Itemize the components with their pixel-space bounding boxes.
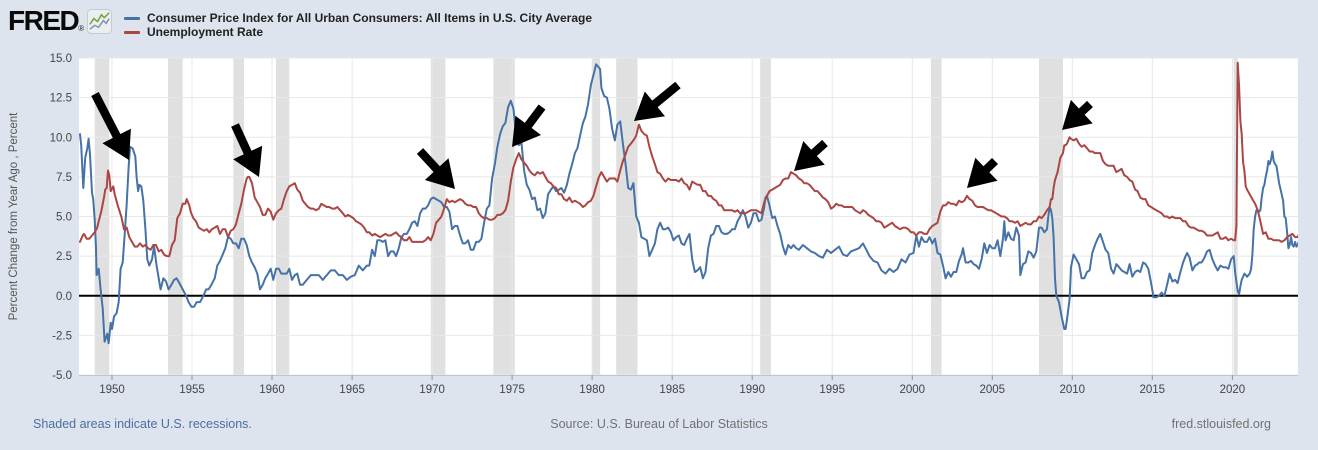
svg-text:15.0: 15.0 (50, 53, 72, 65)
arrow-head (634, 91, 665, 121)
svg-text:10.0: 10.0 (50, 132, 72, 144)
svg-text:1960: 1960 (259, 384, 285, 396)
legend-item-cpi: Consumer Price Index for All Urban Consu… (124, 11, 592, 25)
arrow-head (512, 115, 541, 147)
svg-text:12.5: 12.5 (50, 93, 72, 105)
arrow-shaft (416, 148, 442, 175)
svg-text:1970: 1970 (419, 384, 445, 396)
arrow-head (1062, 99, 1093, 130)
legend-item-unemployment: Unemployment Rate (124, 25, 592, 39)
annotation-arrows (91, 81, 1093, 189)
cpi-line (79, 63, 1298, 345)
x-axis-labels: 1950 1955 1960 1965 1970 1975 1980 1985 1990 1995… (99, 375, 1245, 396)
legend-label-cpi: Consumer Price Index for All Urban Consu… (147, 11, 592, 25)
svg-text:2010: 2010 (1060, 384, 1086, 396)
svg-text:1990: 1990 (739, 384, 765, 396)
fred-logo-text: FRED (8, 5, 80, 36)
svg-text:5.0: 5.0 (56, 212, 72, 224)
arrow-shaft (91, 92, 122, 141)
svg-text:2015: 2015 (1140, 384, 1166, 396)
arrow-head (424, 158, 455, 189)
arrow-shaft (649, 81, 681, 110)
y-axis-labels: 15.0 12.5 10.0 7.5 5.0 2.5 0.0 -2.5 -5.0 (50, 53, 72, 382)
svg-text:2005: 2005 (980, 384, 1006, 396)
svg-text:2020: 2020 (1220, 384, 1246, 396)
legend-label-unemployment: Unemployment Rate (147, 25, 264, 39)
sparkline-icon (87, 9, 113, 34)
y-axis-title: Percent Change from Year Ago , Percent (8, 112, 20, 321)
svg-text:1950: 1950 (99, 384, 125, 396)
fred-url-text: fred.stlouisfed.org (1171, 417, 1271, 431)
svg-text:1985: 1985 (659, 384, 685, 396)
svg-text:1980: 1980 (579, 384, 605, 396)
unemployment-line (79, 61, 1298, 258)
arrow-shaft (231, 123, 253, 157)
recessions-link[interactable]: Shaded areas indicate U.S. recessions. (33, 417, 252, 431)
svg-text:2000: 2000 (900, 384, 926, 396)
arrow-head (102, 128, 131, 160)
svg-text:1995: 1995 (819, 384, 845, 396)
arrow-head (967, 157, 998, 188)
arrow-head (794, 141, 825, 171)
registered-mark: ® (78, 24, 85, 33)
svg-text:1955: 1955 (179, 384, 205, 396)
unemployment-line-swatch (124, 30, 140, 34)
arrow-shaft (523, 104, 546, 131)
arrow-head (233, 145, 263, 177)
svg-text:-5.0: -5.0 (52, 370, 72, 382)
fred-logo[interactable]: FRED ® (8, 5, 113, 36)
svg-text:1965: 1965 (339, 384, 365, 396)
svg-text:0.0: 0.0 (56, 291, 72, 303)
svg-text:1975: 1975 (499, 384, 525, 396)
chart-legend: Consumer Price Index for All Urban Consu… (124, 11, 592, 39)
svg-text:-2.5: -2.5 (52, 330, 72, 342)
svg-text:2.5: 2.5 (56, 251, 72, 263)
cpi-line-swatch (124, 16, 140, 20)
svg-text:7.5: 7.5 (56, 172, 72, 184)
